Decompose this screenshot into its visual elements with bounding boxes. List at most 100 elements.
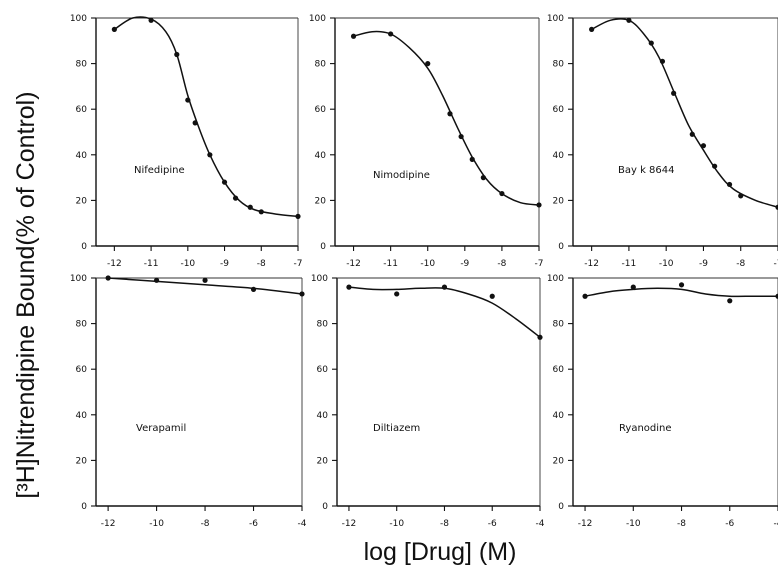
y-tick-label: 0 xyxy=(81,502,87,512)
x-tick-label: -12 xyxy=(101,519,116,529)
x-tick-label: -12 xyxy=(578,519,593,529)
panel-nifedipine: 0 20 40 60 80 100 -12 -11 -10 -9 -8 -7 Nifedipine xyxy=(70,14,303,269)
data-point xyxy=(712,163,718,169)
fit-curve xyxy=(591,18,778,208)
data-point xyxy=(536,202,542,208)
data-point xyxy=(469,156,475,162)
x-tick-label: -7 xyxy=(535,259,544,269)
data-point xyxy=(659,58,666,64)
x-tick-label: -11 xyxy=(144,259,159,269)
panel-ryanodine: 0 20 40 60 80 100 -12 -10 -8 -6 -4 Ryanodine xyxy=(547,274,778,529)
y-tick-label: 100 xyxy=(70,274,87,284)
y-tick-label: 0 xyxy=(322,502,328,512)
data-point xyxy=(388,31,394,37)
x-tick-label: -10 xyxy=(420,259,435,269)
x-tick-label: -11 xyxy=(622,259,637,269)
data-point xyxy=(153,277,160,283)
y-tick-label: 80 xyxy=(76,60,88,70)
x-tick-label: -10 xyxy=(149,519,164,529)
fit-curve xyxy=(113,16,299,218)
x-tick-label: -8 xyxy=(497,259,506,269)
y-tick-label: 40 xyxy=(317,411,329,421)
drug-label: Bay k 8644 xyxy=(618,165,675,176)
data-point xyxy=(350,33,357,39)
data-point xyxy=(689,131,695,137)
y-tick-label: 60 xyxy=(317,365,329,375)
y-tick-label: 0 xyxy=(320,242,326,252)
x-tick-label: -10 xyxy=(180,259,195,269)
drug-label: Nimodipine xyxy=(373,170,430,181)
data-point xyxy=(499,190,505,197)
y-tick-label: 20 xyxy=(553,456,565,466)
panel-nimodipine: 0 20 40 60 80 100 -12 -11 -10 -9 -8 -7 Nimodipine xyxy=(309,14,544,269)
x-tick-label: -10 xyxy=(389,519,404,529)
x-tick-label: -11 xyxy=(383,259,398,269)
data-point xyxy=(727,298,733,304)
y-tick-label: 20 xyxy=(317,456,329,466)
drug-label: Verapamil xyxy=(136,423,186,434)
data-point xyxy=(192,120,198,126)
y-tick-label: 100 xyxy=(70,14,87,24)
data-point xyxy=(630,284,636,290)
y-tick-label: 100 xyxy=(547,274,564,284)
x-tick-label: -8 xyxy=(257,259,266,269)
y-tick-label: 0 xyxy=(81,242,87,252)
data-point xyxy=(678,282,685,288)
data-point xyxy=(174,51,180,58)
data-point xyxy=(299,291,305,297)
x-tick-label: -7 xyxy=(774,259,778,269)
fit-curve xyxy=(108,277,303,295)
y-tick-label: 20 xyxy=(76,456,88,466)
y-tick-label: 40 xyxy=(315,151,327,161)
data-point xyxy=(346,284,352,290)
x-tick-label: -7 xyxy=(294,259,303,269)
data-point xyxy=(671,90,677,96)
x-tick-label: -8 xyxy=(201,519,210,529)
y-tick-label: 60 xyxy=(76,365,88,375)
data-point xyxy=(582,293,588,299)
y-tick-label: 80 xyxy=(315,60,327,70)
data-point xyxy=(648,40,654,46)
x-axis-title: log [Drug] (M) xyxy=(364,538,517,566)
data-point xyxy=(775,293,778,299)
fit-curve xyxy=(584,287,778,298)
drug-label: Ryanodine xyxy=(619,423,672,434)
data-point xyxy=(394,291,400,297)
fit-curve xyxy=(348,286,541,338)
y-tick-label: 20 xyxy=(76,196,88,206)
y-tick-label: 100 xyxy=(311,274,328,284)
data-point xyxy=(458,133,464,140)
x-tick-label: -12 xyxy=(107,259,122,269)
data-point xyxy=(247,204,253,210)
y-tick-label: 80 xyxy=(553,320,565,330)
y-tick-label: 80 xyxy=(553,60,565,70)
data-point xyxy=(738,193,744,199)
data-point xyxy=(489,293,495,299)
data-point xyxy=(441,284,448,290)
x-tick-label: -10 xyxy=(626,519,641,529)
x-tick-label: -12 xyxy=(342,519,357,529)
data-point xyxy=(726,181,733,188)
data-point xyxy=(626,17,632,23)
x-tick-label: -12 xyxy=(346,259,361,269)
data-point xyxy=(537,334,543,340)
panel-bay-k-8644: 0 20 40 60 80 100 -12 -11 -10 -9 -8 -7 Bay k 8644 xyxy=(547,14,778,269)
panels: 0 20 40 60 80 100 -12 -11 -10 -9 -8 -7 Nifedipine 0 20… xyxy=(70,14,778,529)
y-tick-label: 60 xyxy=(76,105,88,115)
x-tick-label: -8 xyxy=(440,519,449,529)
x-tick-label: -6 xyxy=(488,519,497,529)
panel-verapamil: 0 20 40 60 80 100 -12 -10 -8 -6 -4 Verapamil xyxy=(70,274,307,529)
y-tick-label: 60 xyxy=(553,105,565,115)
x-tick-label: -4 xyxy=(298,519,307,529)
x-tick-label: -4 xyxy=(774,519,778,529)
y-tick-label: 20 xyxy=(553,196,565,206)
y-tick-label: 80 xyxy=(76,320,88,330)
x-tick-label: -9 xyxy=(220,259,229,269)
data-point xyxy=(700,143,707,149)
data-point xyxy=(105,275,111,281)
y-tick-label: 0 xyxy=(558,502,564,512)
data-point xyxy=(207,152,213,158)
x-tick-label: -6 xyxy=(249,519,258,529)
x-tick-label: -10 xyxy=(659,259,674,269)
